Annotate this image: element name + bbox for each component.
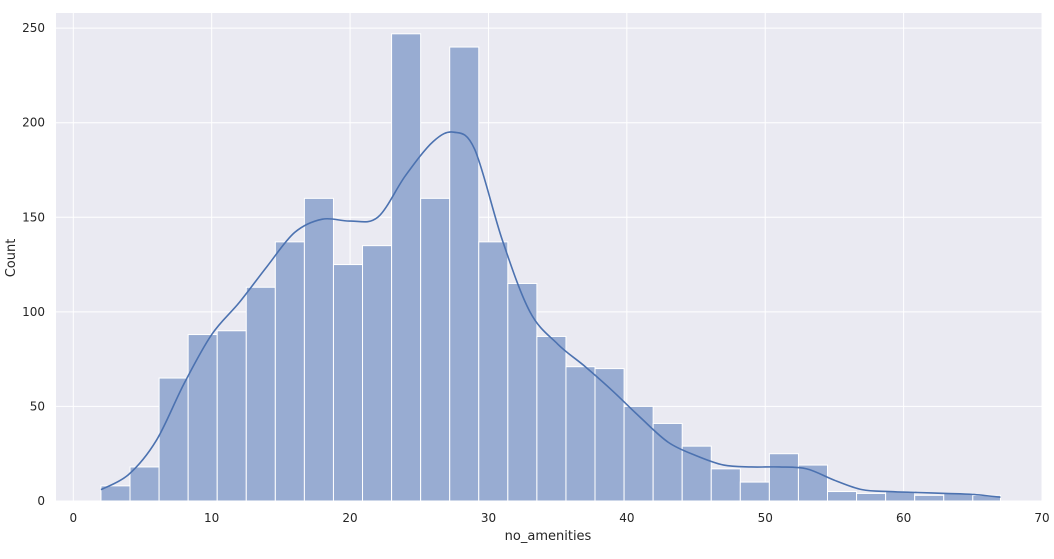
- y-tick-label: 150: [22, 210, 45, 224]
- histogram-bar: [216, 330, 247, 502]
- histogram-bar: [158, 377, 189, 502]
- histogram-bar: [332, 264, 364, 502]
- histogram-bar: [710, 468, 741, 502]
- histogram-bar: [623, 405, 654, 502]
- x-axis-ticks: 0 10 20 30 40 50 60 70: [69, 511, 1049, 525]
- histogram-bar: [420, 197, 451, 502]
- histogram-bar: [739, 481, 770, 502]
- histogram-bar: [914, 494, 945, 502]
- histogram-bar: [681, 445, 712, 502]
- x-axis-label: no_amenities: [505, 529, 592, 544]
- y-tick-label: 250: [22, 21, 45, 35]
- histogram-bar: [478, 241, 509, 502]
- histogram-bar: [274, 241, 305, 502]
- histogram-bar: [856, 492, 887, 502]
- histogram-bar: [391, 33, 422, 502]
- histogram-bar: [362, 245, 393, 502]
- histogram-bar: [303, 197, 334, 502]
- histogram-bar: [507, 282, 538, 502]
- y-axis-ticks: 0 50 100 150 200 250: [22, 21, 45, 508]
- y-axis-label: Count: [4, 239, 19, 278]
- kde-line: [100, 131, 1001, 499]
- y-tick-label: 200: [22, 116, 45, 130]
- histogram-bar: [827, 491, 858, 502]
- x-tick-label: 40: [619, 511, 634, 525]
- histogram-bar: [565, 366, 596, 502]
- histogram-bar: [594, 368, 625, 502]
- histogram-bar: [652, 422, 683, 502]
- x-tick-label: 70: [1034, 511, 1049, 525]
- y-tick-label: 0: [37, 494, 45, 508]
- x-tick-label: 60: [896, 511, 911, 525]
- histogram-bar: [245, 286, 276, 502]
- y-tick-label: 50: [30, 399, 45, 413]
- x-tick-label: 50: [758, 511, 773, 525]
- x-tick-label: 30: [481, 511, 496, 525]
- x-tick-label: 0: [69, 511, 77, 525]
- histogram-bar: [536, 335, 567, 502]
- histogram-bar: [187, 334, 218, 502]
- x-tick-label: 20: [342, 511, 357, 525]
- histogram-bar: [129, 466, 160, 502]
- histogram-bar: [768, 453, 799, 502]
- x-tick-label: 10: [204, 511, 219, 525]
- y-tick-label: 100: [22, 305, 45, 319]
- histogram-bar: [449, 46, 480, 502]
- histogram-bars: [100, 33, 1001, 502]
